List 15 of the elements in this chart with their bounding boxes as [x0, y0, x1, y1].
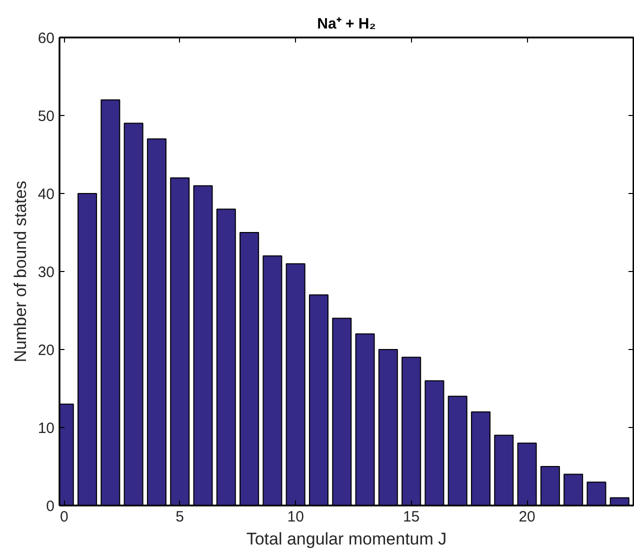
y-tick-label: 60 — [38, 30, 55, 47]
y-tick-label: 10 — [38, 420, 55, 437]
y-tick-label: 20 — [38, 342, 55, 359]
x-tick-label: 20 — [518, 508, 536, 526]
x-tick-label: 15 — [402, 508, 420, 526]
x-tick-label: 5 — [176, 508, 184, 526]
y-tick-label: 30 — [38, 264, 55, 281]
y-tick-label: 0 — [46, 498, 54, 515]
y-tick-label: 40 — [38, 186, 55, 203]
x-axis-title: Total angular momentum J — [246, 530, 447, 548]
y-axis-title: Number of bound states — [10, 180, 30, 362]
x-tick-label: 0 — [60, 508, 68, 526]
x-tick-label: 10 — [287, 508, 304, 526]
y-tick-label: 50 — [38, 108, 55, 125]
chart-title: Na⁺ + H₂ — [317, 16, 376, 32]
